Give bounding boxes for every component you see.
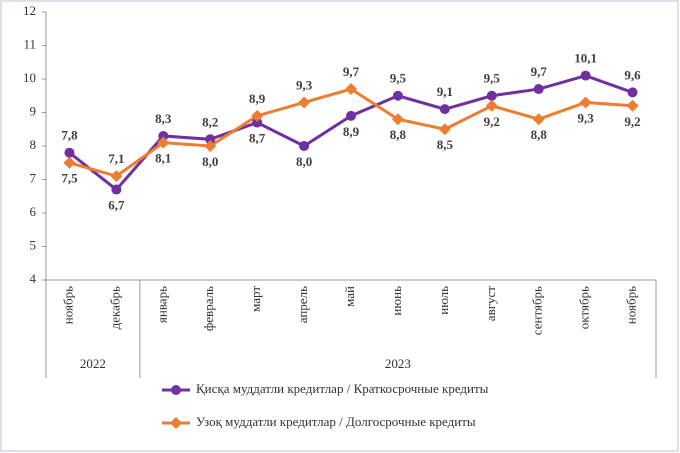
- data-point: [346, 110, 356, 121]
- x-tick-label: ноябрь: [60, 286, 75, 324]
- y-tick-label: 4: [30, 271, 37, 286]
- legend-marker: [171, 385, 181, 395]
- data-point: [205, 134, 216, 145]
- data-point: [438, 123, 451, 136]
- data-point: [64, 147, 75, 158]
- data-point: [299, 141, 310, 151]
- data-label: 9,3: [577, 110, 594, 125]
- x-tick-label: ноябрь: [624, 286, 639, 324]
- data-point: [63, 156, 76, 169]
- data-point: [111, 184, 122, 195]
- x-tick-label: сентябрь: [530, 286, 545, 335]
- data-label: 8,3: [155, 111, 172, 126]
- data-point: [204, 140, 217, 152]
- data-label: 8,0: [296, 154, 312, 169]
- data-point: [298, 96, 311, 109]
- x-tick-label: июль: [436, 286, 451, 315]
- y-tick-label: 6: [30, 204, 37, 219]
- data-point: [439, 104, 450, 115]
- data-point: [485, 99, 498, 112]
- y-tick-label: 10: [23, 70, 36, 85]
- legend-label: Қисқа муддатли кредитлар / Краткосрочные…: [196, 381, 489, 396]
- x-tick-label: октябрь: [577, 286, 592, 329]
- data-label: 7,5: [61, 171, 78, 186]
- x-tick-label: январь: [154, 286, 169, 323]
- data-point: [486, 90, 497, 101]
- x-tick-label: февраль: [201, 286, 216, 331]
- data-point: [627, 87, 638, 98]
- data-label: 8,5: [437, 137, 454, 152]
- data-point: [579, 96, 592, 109]
- x-tick-label: июнь: [389, 286, 404, 316]
- data-point: [391, 113, 404, 126]
- data-label: 8,9: [249, 91, 266, 106]
- data-point: [252, 117, 263, 128]
- data-label: 8,7: [249, 131, 266, 146]
- year-label: 2023: [385, 356, 411, 371]
- data-label: 7,8: [61, 128, 78, 143]
- x-tick-label: март: [248, 286, 263, 312]
- data-label: 9,2: [624, 114, 640, 129]
- x-tick-label: декабрь: [107, 286, 122, 329]
- data-point: [580, 70, 591, 81]
- y-tick-label: 8: [30, 137, 37, 152]
- data-label: 10,1: [574, 51, 597, 66]
- data-point: [158, 130, 169, 141]
- y-tick-label: 9: [30, 103, 37, 118]
- data-point: [345, 83, 357, 96]
- data-point: [110, 170, 123, 183]
- data-label: 8,0: [202, 154, 218, 169]
- data-label: 9,5: [484, 71, 501, 86]
- data-label: 8,2: [202, 114, 218, 129]
- data-label: 9,1: [437, 84, 453, 99]
- data-point: [251, 109, 264, 122]
- data-label: 8,1: [155, 151, 171, 166]
- data-point: [157, 136, 170, 149]
- data-label: 9,7: [343, 64, 360, 79]
- data-label: 8,9: [343, 124, 360, 139]
- data-label: 6,7: [108, 198, 125, 213]
- data-label: 7,1: [108, 151, 124, 166]
- legend-marker: [170, 417, 182, 429]
- data-label: 9,3: [296, 77, 313, 92]
- year-label: 2022: [80, 356, 106, 371]
- data-label: 9,7: [531, 64, 548, 79]
- data-point: [533, 84, 544, 95]
- y-tick-label: 12: [23, 3, 36, 18]
- x-tick-label: апрель: [295, 286, 310, 323]
- x-tick-label: май: [342, 286, 357, 307]
- legend-label: Узоқ муддатли кредитлар / Долгосрочные к…: [196, 414, 476, 429]
- y-tick-label: 11: [23, 36, 36, 51]
- data-point: [626, 99, 639, 112]
- y-tick-label: 5: [30, 237, 37, 252]
- data-label: 9,6: [624, 67, 641, 82]
- y-tick-label: 7: [30, 170, 37, 185]
- data-label: 8,8: [390, 127, 407, 142]
- data-point: [532, 113, 545, 126]
- data-label: 8,8: [531, 127, 548, 142]
- data-label: 9,5: [390, 71, 407, 86]
- data-label: 9,2: [484, 114, 500, 129]
- x-tick-label: август: [483, 286, 498, 322]
- data-point: [392, 90, 403, 101]
